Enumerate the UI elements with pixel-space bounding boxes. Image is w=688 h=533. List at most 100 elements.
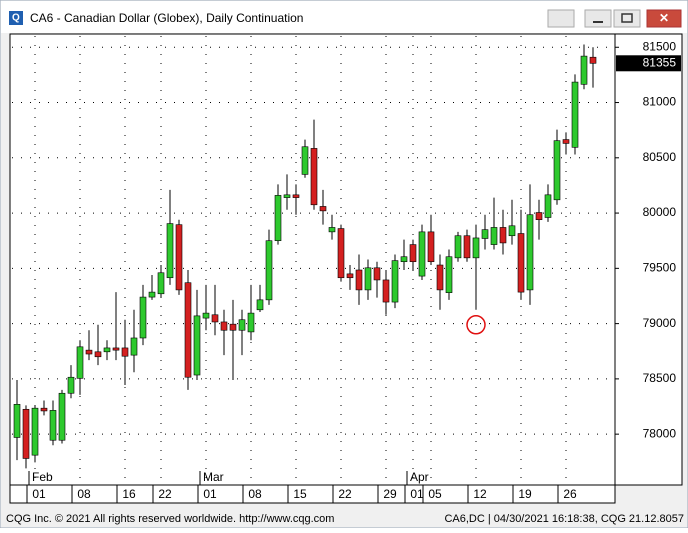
candle-body bbox=[184, 282, 192, 378]
app-icon-glyph: Q bbox=[12, 13, 20, 24]
candle-body bbox=[454, 235, 462, 259]
x-tick-label: 01 bbox=[410, 487, 424, 501]
candle-body bbox=[481, 229, 489, 239]
candle-body bbox=[526, 214, 534, 291]
candle-body bbox=[364, 267, 372, 291]
month-label: Feb bbox=[32, 470, 53, 484]
footer-right: CA6,DC | 04/30/2021 16:18:38, CQG 21.12.… bbox=[444, 513, 684, 525]
month-label: Mar bbox=[203, 470, 224, 484]
candle-body bbox=[103, 347, 111, 353]
candle-body bbox=[148, 291, 156, 298]
candle-body bbox=[265, 240, 273, 301]
maximize-glyph bbox=[621, 13, 633, 23]
candle-body bbox=[139, 296, 147, 339]
x-tick-label: 26 bbox=[563, 487, 577, 501]
close-button[interactable] bbox=[646, 9, 682, 28]
candle-body bbox=[301, 146, 309, 175]
candle-body bbox=[346, 273, 354, 279]
candle-body bbox=[382, 279, 390, 303]
candle-body bbox=[130, 337, 138, 356]
candle-body bbox=[580, 55, 588, 85]
time-axis bbox=[9, 484, 616, 504]
x-tick-label: 05 bbox=[428, 487, 442, 501]
candle-body bbox=[256, 299, 264, 311]
x-tick-label: 01 bbox=[32, 487, 46, 501]
last-price-tag bbox=[616, 55, 681, 72]
candle-body bbox=[472, 237, 480, 259]
candle-body bbox=[292, 194, 300, 198]
candle-body bbox=[274, 195, 282, 242]
candle-body bbox=[283, 194, 291, 198]
candle-body bbox=[229, 323, 237, 331]
candle-body bbox=[571, 81, 579, 148]
app-icon bbox=[9, 11, 23, 25]
y-tick-label: 80500 bbox=[643, 150, 677, 164]
candle-body bbox=[121, 347, 129, 357]
x-tick-label: 15 bbox=[293, 487, 307, 501]
candle-body bbox=[544, 194, 552, 218]
candle-body bbox=[517, 233, 525, 293]
plot-area bbox=[9, 33, 616, 486]
window-title: CA6 - Canadian Dollar (Globex), Daily Co… bbox=[30, 11, 303, 25]
candle-body bbox=[112, 347, 120, 351]
y-tick-label: 79500 bbox=[643, 261, 677, 275]
candle-body bbox=[76, 346, 84, 379]
candle-body bbox=[58, 392, 66, 441]
candle-body bbox=[589, 56, 597, 64]
candle-body bbox=[463, 235, 471, 259]
month-label: Apr bbox=[410, 470, 429, 484]
candle-body bbox=[508, 225, 516, 237]
x-tick-label: 22 bbox=[338, 487, 352, 501]
x-tick-label: 16 bbox=[122, 487, 136, 501]
candle-body bbox=[490, 227, 498, 245]
candle-body bbox=[427, 231, 435, 263]
x-tick-label: 22 bbox=[158, 487, 172, 501]
candle-body bbox=[355, 269, 363, 291]
candle-body bbox=[13, 404, 21, 438]
candle-body bbox=[31, 407, 39, 456]
candle-body bbox=[436, 264, 444, 291]
candle-body bbox=[211, 314, 219, 323]
candle-body bbox=[562, 139, 570, 144]
candle-body bbox=[67, 376, 75, 394]
candle-body bbox=[94, 351, 102, 358]
close-glyph: ✕ bbox=[659, 11, 669, 25]
candle-body bbox=[157, 272, 165, 295]
candle-body bbox=[400, 256, 408, 263]
x-tick-label: 08 bbox=[77, 487, 91, 501]
candle-body bbox=[535, 212, 543, 221]
candle-body bbox=[445, 256, 453, 293]
x-tick-label: 08 bbox=[248, 487, 262, 501]
footer-left: CQG Inc. © 2021 All rights reserved worl… bbox=[6, 513, 334, 525]
candle-body bbox=[238, 319, 246, 331]
candle-body bbox=[328, 227, 336, 233]
candle-body bbox=[499, 227, 507, 244]
candle-body bbox=[418, 231, 426, 277]
price-axis bbox=[614, 33, 683, 486]
minimize-button[interactable] bbox=[584, 9, 612, 28]
y-tick-label: 81500 bbox=[643, 39, 677, 53]
candle-body bbox=[319, 206, 327, 212]
x-tick-label: 19 bbox=[518, 487, 532, 501]
y-tick-label: 80000 bbox=[643, 205, 677, 219]
x-tick-label: 01 bbox=[203, 487, 217, 501]
candle-body bbox=[49, 410, 57, 441]
candle-body bbox=[391, 260, 399, 303]
x-tick-label: 12 bbox=[473, 487, 487, 501]
y-tick-label: 81000 bbox=[643, 95, 677, 109]
candle-body bbox=[373, 267, 381, 281]
candle-body bbox=[85, 349, 93, 355]
candle-body bbox=[202, 312, 210, 319]
candle-body bbox=[175, 224, 183, 291]
candle-body bbox=[409, 244, 417, 263]
y-tick-label: 79000 bbox=[643, 316, 677, 330]
candle-body bbox=[166, 223, 174, 279]
x-tick-label: 29 bbox=[383, 487, 397, 501]
y-tick-label: 78000 bbox=[643, 426, 677, 440]
link-button[interactable] bbox=[547, 9, 575, 28]
maximize-button[interactable] bbox=[613, 9, 641, 28]
candle-body bbox=[310, 148, 318, 206]
y-tick-label: 78500 bbox=[643, 371, 677, 385]
